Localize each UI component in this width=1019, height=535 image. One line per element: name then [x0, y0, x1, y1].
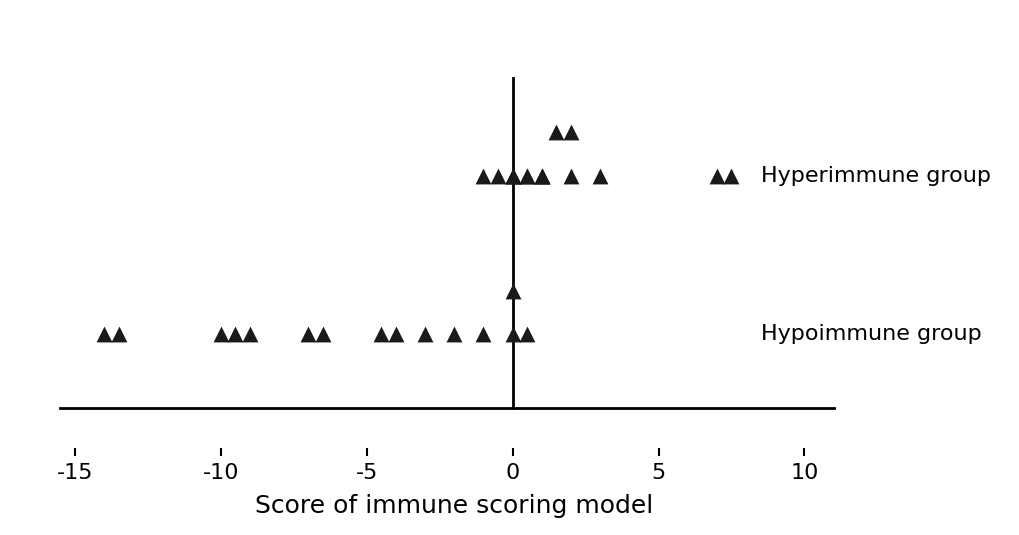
Point: [213, 330, 229, 339]
Point: [562, 128, 579, 137]
Point: [110, 330, 126, 339]
Point: [373, 330, 389, 339]
Point: [315, 330, 331, 339]
Point: [504, 171, 521, 180]
Point: [300, 330, 316, 339]
Point: [519, 330, 535, 339]
Point: [504, 171, 521, 180]
Point: [96, 330, 112, 339]
Text: Hyperimmune group: Hyperimmune group: [760, 165, 989, 186]
Point: [504, 287, 521, 296]
Point: [562, 171, 579, 180]
Point: [475, 330, 491, 339]
Point: [227, 330, 244, 339]
Point: [504, 330, 521, 339]
Point: [722, 171, 739, 180]
Point: [533, 171, 549, 180]
Point: [533, 171, 549, 180]
Point: [387, 330, 404, 339]
Point: [242, 330, 258, 339]
Point: [489, 171, 505, 180]
Point: [417, 330, 433, 339]
Point: [504, 171, 521, 180]
Point: [547, 128, 564, 137]
Point: [475, 171, 491, 180]
Text: Hypoimmune group: Hypoimmune group: [760, 324, 980, 345]
Point: [519, 171, 535, 180]
Point: [591, 171, 607, 180]
Point: [708, 171, 725, 180]
Point: [519, 171, 535, 180]
Point: [445, 330, 462, 339]
X-axis label: Score of immune scoring model: Score of immune scoring model: [255, 494, 653, 518]
Point: [533, 171, 549, 180]
